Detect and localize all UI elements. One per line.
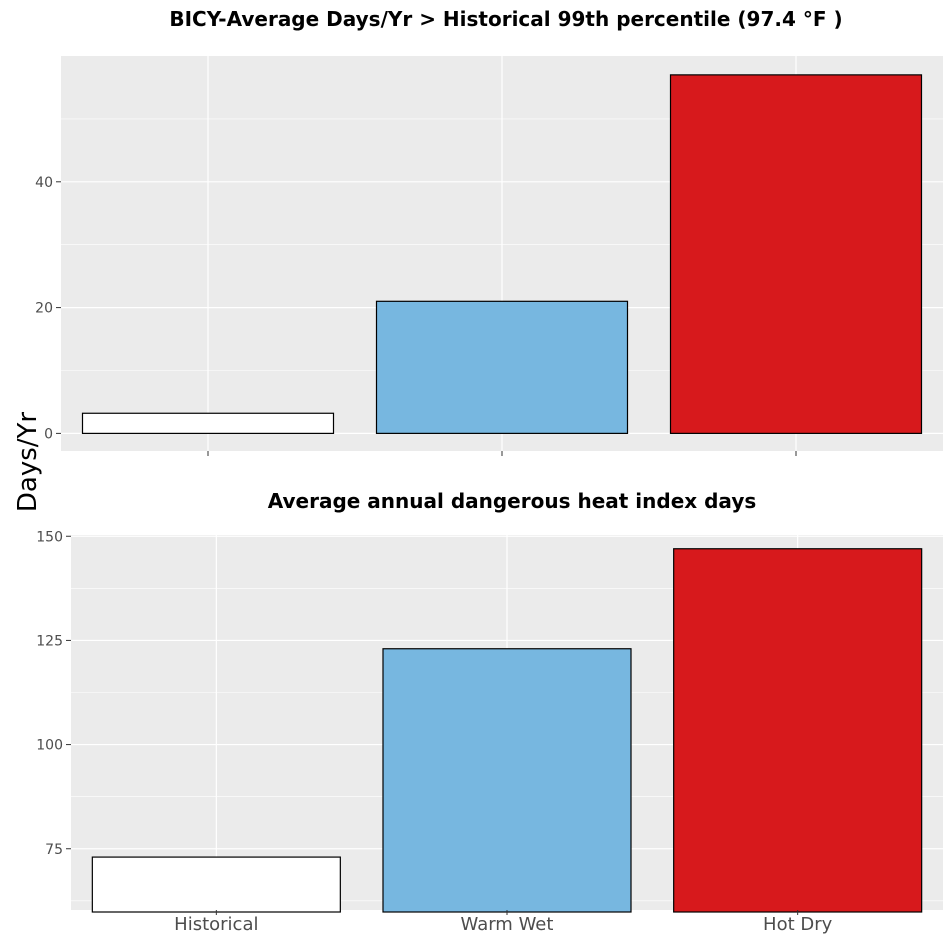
- panel-bottom-y-axis: 75 100 125 150: [36, 529, 71, 858]
- panel-top-bars: [81, 74, 923, 434]
- panel-bottom-bars: [91, 548, 923, 913]
- bar-warm-wet: [375, 300, 629, 434]
- y-tick-label: 125: [36, 633, 63, 649]
- panel-bottom: Average annual dangerous heat index days…: [36, 489, 943, 935]
- bar-warm-wet: [382, 648, 632, 913]
- y-tick-label: 150: [36, 529, 63, 545]
- y-tick-label: 20: [35, 301, 53, 317]
- y-tick-label: 100: [36, 738, 63, 754]
- panel-bottom-title: Average annual dangerous heat index days: [268, 489, 757, 513]
- bar-historical: [91, 856, 341, 913]
- y-tick-label: 75: [45, 842, 63, 858]
- y-tick-label: 40: [35, 175, 53, 191]
- panel-top-title: BICY-Average Days/Yr > Historical 99th p…: [169, 7, 842, 31]
- panel-top: BICY-Average Days/Yr > Historical 99th p…: [35, 7, 943, 456]
- y-tick-label: 0: [44, 426, 53, 442]
- bar-hot-dry: [673, 548, 923, 913]
- x-tick-label: Hot Dry: [763, 914, 833, 935]
- panel-bottom-x-axis: Historical Warm Wet Hot Dry: [174, 910, 833, 935]
- bar-hot-dry: [669, 74, 923, 434]
- panel-top-x-axis: [207, 451, 797, 456]
- x-tick-label: Historical: [174, 914, 258, 935]
- panel-top-y-axis: 0 20 40: [35, 175, 61, 442]
- y-axis-label: Days/Yr: [13, 412, 43, 513]
- bar-historical: [81, 412, 335, 434]
- x-tick-label: Warm Wet: [461, 914, 554, 935]
